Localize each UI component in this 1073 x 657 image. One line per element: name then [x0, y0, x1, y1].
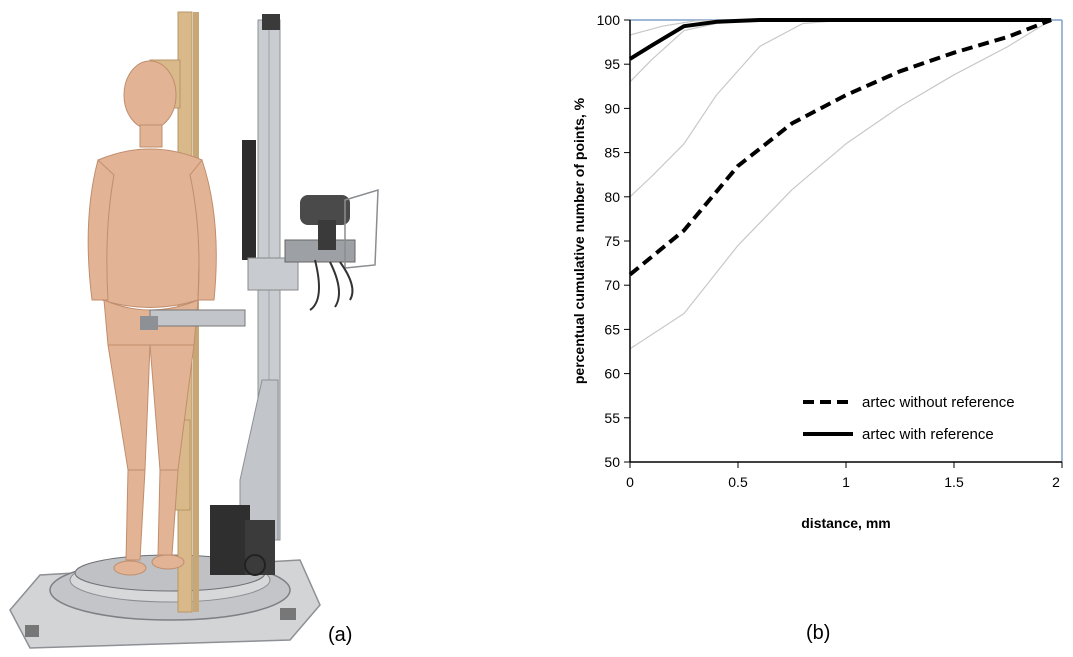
series-line-artec-with-reference	[628, 18, 1052, 61]
y-tick-label: 70	[604, 277, 620, 293]
panel-label-a: (a)	[328, 624, 353, 646]
legend: artec without reference artec with refer…	[803, 394, 1015, 443]
y-tick-label: 75	[604, 233, 620, 249]
legend-label-without-reference: artec without reference	[862, 394, 1015, 411]
mannequin	[87, 60, 217, 576]
series-line-gray-2	[629, 19, 1052, 350]
y-tick-label: 90	[604, 100, 620, 116]
series-line-gray-5	[629, 19, 1052, 36]
photo-mannequin-scanner-rig	[9, 11, 379, 649]
x-tick-label: 2	[1052, 474, 1060, 490]
y-tick-label: 85	[604, 145, 620, 161]
x-tick-label: 1.5	[944, 474, 964, 490]
scanner-head	[247, 188, 379, 311]
y-tick-label: 65	[604, 321, 620, 337]
x-tick-label: 1	[842, 474, 850, 490]
hand-bar	[140, 309, 246, 330]
y-tick-label: 50	[604, 454, 620, 470]
series-line-artec-without-reference	[628, 18, 1052, 277]
y-tick-label: 60	[604, 366, 620, 382]
y-axis-title: percentual cumulative number of points, …	[571, 97, 587, 384]
x-axis-title: distance, mm	[801, 515, 890, 531]
motor-box	[210, 505, 275, 576]
y-tick-label: 100	[597, 12, 621, 28]
y-tick-label: 55	[604, 410, 620, 426]
y-tick-label: 80	[604, 189, 620, 205]
x-tick-label: 0	[626, 474, 634, 490]
y-tick-label: 95	[604, 56, 620, 72]
panel-label-b: (b)	[806, 622, 831, 644]
series-line-gray-3	[629, 19, 1052, 198]
series-line-gray-4	[629, 19, 1052, 83]
x-tick-label: 0.5	[728, 474, 748, 490]
series-lines	[628, 18, 1052, 350]
legend-label-with-reference: artec with reference	[862, 426, 994, 443]
